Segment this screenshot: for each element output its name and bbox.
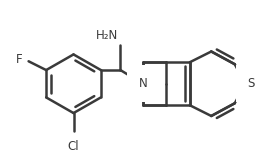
Text: Cl: Cl	[68, 140, 79, 153]
Text: H₂N: H₂N	[96, 29, 118, 42]
Text: F: F	[16, 53, 23, 66]
Text: S: S	[247, 77, 255, 90]
Text: N: N	[139, 77, 147, 90]
